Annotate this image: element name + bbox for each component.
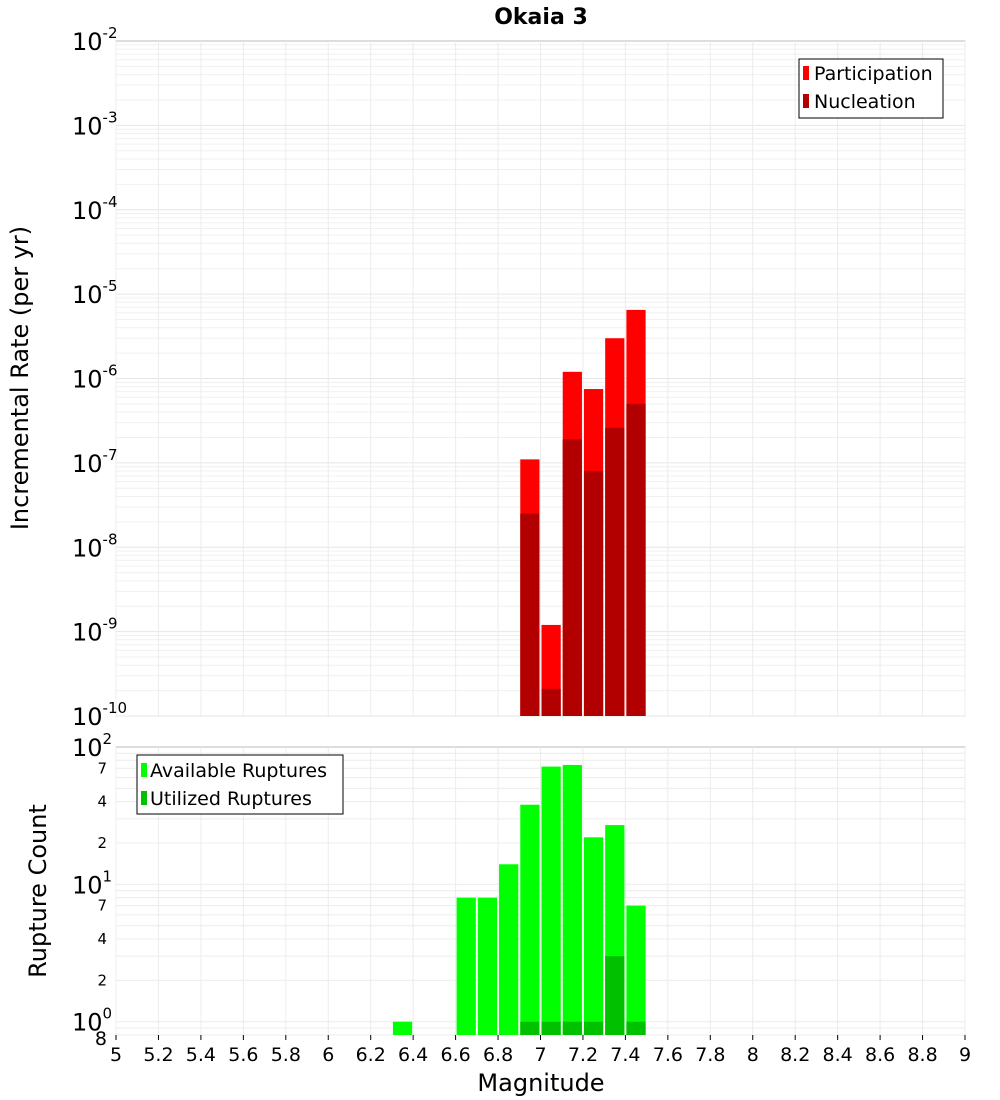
x-tick-label: 7.2 [568, 1044, 598, 1066]
count-y-tick-label: 8 [95, 1028, 107, 1050]
legend-label-available: Available Ruptures [150, 760, 327, 782]
x-tick-label: 8.8 [907, 1044, 937, 1066]
rate-y-tick-label: 10-6 [72, 362, 118, 394]
rate-y-tick-label: 10-7 [72, 446, 118, 478]
x-tick-label: 7 [534, 1044, 546, 1066]
available-ruptures-bar [456, 897, 476, 1035]
x-tick-label: 8.4 [823, 1044, 853, 1066]
legend-label-nucleation: Nucleation [814, 91, 916, 113]
rate-grid [115, 41, 966, 717]
count-y-tick-label: 7 [97, 897, 107, 915]
count-y-tick-label: 4 [97, 930, 107, 948]
rate-y-tick-label: 10-10 [72, 699, 127, 731]
rate-y-tick-label: 10-2 [72, 24, 118, 56]
count-bars [392, 764, 646, 1035]
x-tick-label: 5 [110, 1044, 122, 1066]
nucleation-bar [520, 513, 540, 716]
nucleation-bar [541, 688, 561, 716]
utilized-ruptures-bar [541, 1021, 561, 1035]
legend-swatch-nucleation [803, 94, 809, 108]
count-y-tick-label: 102 [72, 730, 112, 762]
rate-y-tick-label: 10-3 [72, 108, 118, 140]
available-ruptures-bar [499, 864, 519, 1035]
rate-y-tick-label: 10-8 [72, 530, 118, 562]
available-ruptures-bar [520, 804, 540, 1035]
utilized-ruptures-bar [605, 956, 625, 1035]
nucleation-bar [626, 403, 646, 716]
x-tick-label: 9 [959, 1044, 971, 1066]
x-tick-label: 5.8 [271, 1044, 301, 1066]
rate-y-tick-label: 10-4 [72, 193, 118, 225]
available-ruptures-bar [583, 837, 604, 1035]
utilized-ruptures-bar [626, 1021, 646, 1035]
legend-label-participation: Participation [814, 63, 933, 85]
x-tick-label: 5.2 [143, 1044, 173, 1066]
legend-swatch-participation [803, 66, 809, 80]
count-y-tick-label: 101 [72, 867, 112, 899]
count-y-tick-label: 2 [97, 971, 107, 989]
utilized-ruptures-bar [583, 1021, 604, 1035]
count-y-tick-label: 2 [97, 834, 107, 852]
available-ruptures-bar [562, 764, 582, 1035]
rate-y-tick-label: 10-5 [72, 277, 118, 309]
available-ruptures-bar [477, 897, 498, 1035]
magnitude-x-ticks: 5 5.2 5.4 5.6 5.8 6 6.2 6.4 6.6 6.8 7 7.2 7.4 7.6 7.8 8… [110, 1035, 971, 1066]
available-ruptures-bar [626, 905, 646, 1035]
x-tick-label: 5.6 [228, 1044, 258, 1066]
x-tick-label: 6.6 [440, 1044, 470, 1066]
rate-bars [520, 309, 646, 716]
x-tick-label: 6.2 [356, 1044, 386, 1066]
nucleation-bar [562, 439, 582, 716]
x-tick-label: 7.4 [610, 1044, 640, 1066]
rate-y-tick-label: 10-9 [72, 615, 118, 647]
nucleation-bar [605, 427, 625, 716]
legend-label-utilized: Utilized Ruptures [150, 788, 312, 810]
x-tick-label: 6.8 [483, 1044, 513, 1066]
count-y-axis-label: Rupture Count [24, 804, 52, 978]
chart-title: Okaia 3 [494, 5, 588, 30]
nucleation-bar [583, 471, 604, 716]
x-tick-label: 7.6 [653, 1044, 683, 1066]
available-ruptures-bar [541, 766, 561, 1035]
x-tick-label: 8 [747, 1044, 759, 1066]
legend-swatch-available [141, 763, 147, 777]
count-y-tick-label: 4 [97, 793, 107, 811]
utilized-ruptures-bar [562, 1021, 582, 1035]
available-ruptures-bar [392, 1021, 413, 1035]
x-tick-label: 8.2 [780, 1044, 810, 1066]
count-legend: Available Ruptures Utilized Ruptures [136, 754, 344, 815]
x-tick-label: 8.6 [865, 1044, 895, 1066]
x-tick-label: 5.4 [186, 1044, 216, 1066]
x-tick-label: 7.8 [695, 1044, 725, 1066]
rate-y-axis-label: Incremental Rate (per yr) [6, 226, 34, 530]
utilized-ruptures-bar [520, 1021, 540, 1035]
x-tick-label: 6 [322, 1044, 334, 1066]
x-axis-label: Magnitude [477, 1069, 604, 1097]
count-y-tick-label: 7 [97, 759, 107, 777]
x-tick-label: 6.4 [398, 1044, 428, 1066]
rate-legend: Participation Nucleation [798, 58, 944, 119]
legend-swatch-utilized [141, 791, 147, 805]
rate-panel: 10-2 10-3 10-4 10-5 10-6 10-7 10-8 10-9 10-10 In… [6, 24, 966, 731]
